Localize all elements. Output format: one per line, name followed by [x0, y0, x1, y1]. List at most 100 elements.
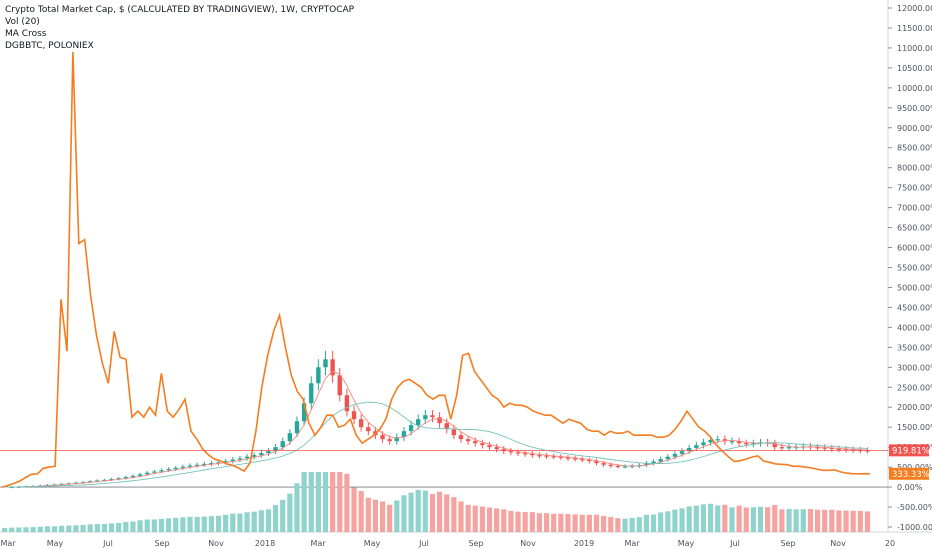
volume-bar	[80, 525, 86, 532]
volume-bar	[729, 507, 735, 532]
volume-bar	[622, 518, 628, 532]
volume-bar	[272, 505, 279, 532]
volume-bar	[437, 491, 443, 532]
volume-bar	[194, 516, 200, 532]
volume-bar	[137, 520, 143, 532]
volume-bar	[800, 509, 806, 532]
candle-body	[280, 441, 285, 448]
volume-bar	[287, 493, 293, 532]
y-tick-label: 12000.00%	[897, 4, 932, 13]
volume-bar	[672, 509, 678, 532]
volume-bar	[601, 515, 607, 532]
volume-bar	[551, 513, 557, 532]
volume-bar	[501, 509, 507, 532]
candle-body	[779, 447, 785, 449]
volume-bar	[700, 504, 707, 532]
candle-body	[722, 439, 728, 442]
candle-body	[494, 447, 499, 450]
volume-bar	[251, 511, 257, 532]
candle-body	[137, 474, 143, 476]
candle-body	[565, 457, 571, 459]
candle-body	[458, 435, 464, 440]
legend-compare-symbol[interactable]: DGBBTC, POLONIEX	[5, 41, 94, 51]
last-value-label-compare-bg	[889, 467, 929, 480]
volume-bar	[757, 506, 764, 532]
legend-volume[interactable]: Vol (20)	[5, 17, 40, 27]
x-tick-label: Sep	[468, 539, 483, 548]
y-tick-label: 7500.00%	[897, 184, 932, 193]
volume-bar	[793, 509, 799, 532]
candle-body	[686, 447, 692, 452]
candle-body	[558, 456, 564, 458]
candle-body	[223, 461, 228, 463]
last-value-label-compare: 333.33%	[892, 470, 930, 480]
candle-body	[273, 447, 278, 452]
candle-body	[130, 475, 136, 478]
candle-body	[473, 441, 478, 444]
volume-bar	[522, 512, 528, 532]
y-tick-label: -1000.00%	[897, 523, 932, 532]
y-tick-label: 500.00%	[897, 463, 932, 472]
candle-body	[123, 477, 129, 479]
volume-bar	[650, 514, 657, 532]
volume-bar	[836, 510, 842, 532]
volume-bar	[686, 506, 692, 532]
y-tick-label: 9000.00%	[897, 124, 932, 133]
volume-bar	[223, 514, 229, 532]
volume-bar	[265, 509, 272, 532]
candle-body	[159, 470, 164, 472]
candle-body	[751, 443, 756, 445]
candle-body	[843, 449, 849, 451]
candle-body	[251, 455, 257, 457]
volume-bar	[579, 514, 585, 532]
x-tick-label: May	[47, 539, 64, 548]
volume-bar	[308, 472, 314, 532]
x-tick-label: Sep	[780, 539, 795, 548]
candle-body	[116, 478, 121, 480]
legend-main-symbol[interactable]: Crypto Total Market Cap, $ (CALCULATED B…	[5, 5, 355, 15]
candle-body	[387, 439, 392, 442]
y-tick-label: 6000.00%	[897, 244, 932, 253]
volume-bar	[166, 518, 172, 532]
volume-bar	[586, 514, 592, 532]
candlesticks	[9, 350, 870, 489]
x-tick-label: Mar	[310, 539, 326, 548]
candle-body	[187, 465, 193, 467]
volume-bar	[486, 507, 493, 532]
candle-body	[815, 447, 820, 449]
legend-ma-cross[interactable]: MA Cross	[5, 29, 47, 39]
volume-bar	[365, 497, 371, 532]
volume-bar	[158, 518, 165, 532]
candle-body	[423, 415, 428, 420]
volume-bar	[101, 524, 108, 532]
volume-bar	[337, 472, 343, 532]
volume-bar	[237, 513, 243, 532]
volume-bar	[130, 521, 136, 532]
candle-body	[822, 447, 827, 449]
candle-body	[836, 448, 842, 450]
volume-bar	[822, 509, 828, 532]
last-value-label-main-bg	[889, 444, 929, 457]
candle-body	[194, 464, 200, 466]
x-tick-label: Nov	[520, 539, 536, 548]
x-tick-label: 2019	[574, 539, 594, 548]
volume-bar	[151, 519, 157, 532]
candle-body	[544, 455, 549, 457]
volume-bar	[51, 526, 58, 532]
candle-body	[601, 463, 606, 465]
candle-body	[480, 443, 485, 446]
candle-body	[394, 437, 400, 442]
candle-body	[358, 419, 364, 428]
candle-body	[829, 447, 835, 450]
volume-bar	[850, 510, 856, 532]
candle-body	[330, 359, 335, 376]
candle-body	[380, 435, 385, 440]
volume-bar	[658, 512, 664, 532]
volume-bar	[715, 505, 721, 532]
volume-bar	[230, 513, 236, 532]
volume-bar	[322, 472, 329, 532]
candle-body	[530, 453, 535, 456]
y-tick-label: 10500.00%	[897, 64, 932, 73]
candle-body	[416, 419, 421, 426]
